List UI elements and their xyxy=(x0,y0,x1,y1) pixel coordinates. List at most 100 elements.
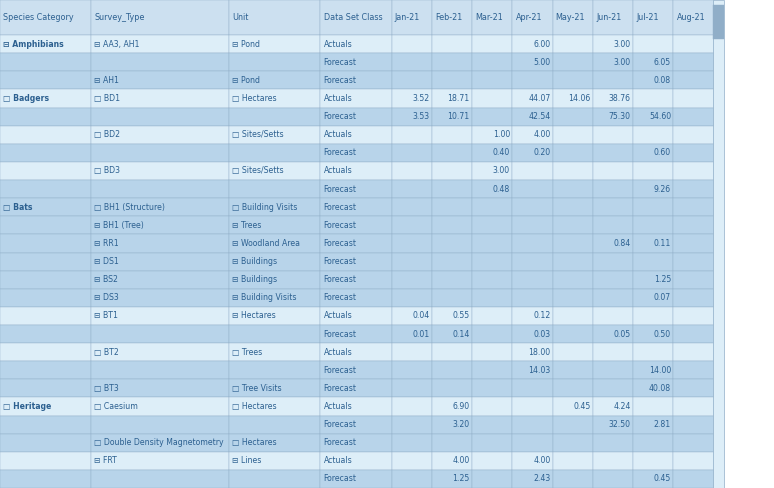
Text: □ BD2: □ BD2 xyxy=(94,130,121,139)
FancyBboxPatch shape xyxy=(320,307,392,325)
FancyBboxPatch shape xyxy=(512,289,553,307)
FancyBboxPatch shape xyxy=(673,89,714,107)
Text: 3.53: 3.53 xyxy=(413,112,430,121)
Text: □ Sites/Setts: □ Sites/Setts xyxy=(232,130,284,139)
FancyBboxPatch shape xyxy=(320,397,392,416)
FancyBboxPatch shape xyxy=(673,234,714,252)
Text: Forecast: Forecast xyxy=(324,293,357,302)
FancyBboxPatch shape xyxy=(593,35,633,53)
FancyBboxPatch shape xyxy=(553,361,593,379)
FancyBboxPatch shape xyxy=(229,35,320,53)
FancyBboxPatch shape xyxy=(512,416,553,434)
Text: ⊟ BH1 (Tree): ⊟ BH1 (Tree) xyxy=(94,221,144,230)
FancyBboxPatch shape xyxy=(512,343,553,361)
FancyBboxPatch shape xyxy=(0,162,91,180)
Text: 75.30: 75.30 xyxy=(609,112,631,121)
FancyBboxPatch shape xyxy=(392,53,432,71)
FancyBboxPatch shape xyxy=(472,289,512,307)
FancyBboxPatch shape xyxy=(593,361,633,379)
Text: ⊟ FRT: ⊟ FRT xyxy=(94,456,118,466)
FancyBboxPatch shape xyxy=(229,307,320,325)
Text: □ BH1 (Structure): □ BH1 (Structure) xyxy=(94,203,166,212)
Text: 4.00: 4.00 xyxy=(453,456,470,466)
FancyBboxPatch shape xyxy=(0,144,91,162)
Text: Actuals: Actuals xyxy=(324,402,352,411)
FancyBboxPatch shape xyxy=(593,107,633,126)
FancyBboxPatch shape xyxy=(673,379,714,397)
Text: 42.54: 42.54 xyxy=(528,112,550,121)
FancyBboxPatch shape xyxy=(633,180,673,198)
Text: 0.48: 0.48 xyxy=(493,184,510,194)
FancyBboxPatch shape xyxy=(472,107,512,126)
Text: 3.00: 3.00 xyxy=(493,166,510,176)
FancyBboxPatch shape xyxy=(432,71,472,89)
FancyBboxPatch shape xyxy=(432,180,472,198)
FancyBboxPatch shape xyxy=(0,289,91,307)
Text: 0.05: 0.05 xyxy=(614,329,631,339)
FancyBboxPatch shape xyxy=(229,361,320,379)
FancyBboxPatch shape xyxy=(673,470,714,488)
FancyBboxPatch shape xyxy=(673,107,714,126)
FancyBboxPatch shape xyxy=(432,198,472,216)
FancyBboxPatch shape xyxy=(472,144,512,162)
FancyBboxPatch shape xyxy=(512,397,553,416)
FancyBboxPatch shape xyxy=(229,53,320,71)
FancyBboxPatch shape xyxy=(673,162,714,180)
FancyBboxPatch shape xyxy=(432,343,472,361)
FancyBboxPatch shape xyxy=(91,89,229,107)
Text: 4.00: 4.00 xyxy=(533,130,550,139)
Text: Aug-21: Aug-21 xyxy=(676,13,705,22)
Text: Forecast: Forecast xyxy=(324,76,357,85)
FancyBboxPatch shape xyxy=(0,307,91,325)
FancyBboxPatch shape xyxy=(673,343,714,361)
FancyBboxPatch shape xyxy=(432,126,472,144)
FancyBboxPatch shape xyxy=(0,470,91,488)
FancyBboxPatch shape xyxy=(593,325,633,343)
FancyBboxPatch shape xyxy=(320,144,392,162)
FancyBboxPatch shape xyxy=(229,252,320,271)
FancyBboxPatch shape xyxy=(633,35,673,53)
FancyBboxPatch shape xyxy=(713,0,724,488)
FancyBboxPatch shape xyxy=(0,452,91,470)
Text: Forecast: Forecast xyxy=(324,366,357,375)
FancyBboxPatch shape xyxy=(633,126,673,144)
Text: 2.43: 2.43 xyxy=(533,474,550,484)
Text: 6.05: 6.05 xyxy=(654,58,671,67)
FancyBboxPatch shape xyxy=(472,470,512,488)
FancyBboxPatch shape xyxy=(472,452,512,470)
Text: 10.71: 10.71 xyxy=(447,112,470,121)
Text: Actuals: Actuals xyxy=(324,456,352,466)
Text: Forecast: Forecast xyxy=(324,474,357,484)
FancyBboxPatch shape xyxy=(472,198,512,216)
Text: 4.00: 4.00 xyxy=(533,456,550,466)
FancyBboxPatch shape xyxy=(553,271,593,289)
FancyBboxPatch shape xyxy=(553,325,593,343)
FancyBboxPatch shape xyxy=(593,452,633,470)
FancyBboxPatch shape xyxy=(0,71,91,89)
FancyBboxPatch shape xyxy=(320,470,392,488)
FancyBboxPatch shape xyxy=(673,307,714,325)
FancyBboxPatch shape xyxy=(593,271,633,289)
Text: ⊟ Trees: ⊟ Trees xyxy=(232,221,262,230)
Text: 44.07: 44.07 xyxy=(528,94,550,103)
FancyBboxPatch shape xyxy=(633,271,673,289)
FancyBboxPatch shape xyxy=(593,343,633,361)
Text: □ BD1: □ BD1 xyxy=(94,94,121,103)
Text: □ BT2: □ BT2 xyxy=(94,347,119,357)
FancyBboxPatch shape xyxy=(553,434,593,452)
FancyBboxPatch shape xyxy=(553,234,593,252)
FancyBboxPatch shape xyxy=(512,252,553,271)
FancyBboxPatch shape xyxy=(553,144,593,162)
FancyBboxPatch shape xyxy=(229,234,320,252)
FancyBboxPatch shape xyxy=(553,162,593,180)
FancyBboxPatch shape xyxy=(91,325,229,343)
FancyBboxPatch shape xyxy=(472,71,512,89)
FancyBboxPatch shape xyxy=(512,53,553,71)
FancyBboxPatch shape xyxy=(392,434,432,452)
FancyBboxPatch shape xyxy=(553,0,593,35)
Text: 54.60: 54.60 xyxy=(649,112,671,121)
FancyBboxPatch shape xyxy=(432,470,472,488)
Text: ⊟ Amphibians: ⊟ Amphibians xyxy=(3,40,63,49)
Text: 0.50: 0.50 xyxy=(654,329,671,339)
FancyBboxPatch shape xyxy=(633,252,673,271)
